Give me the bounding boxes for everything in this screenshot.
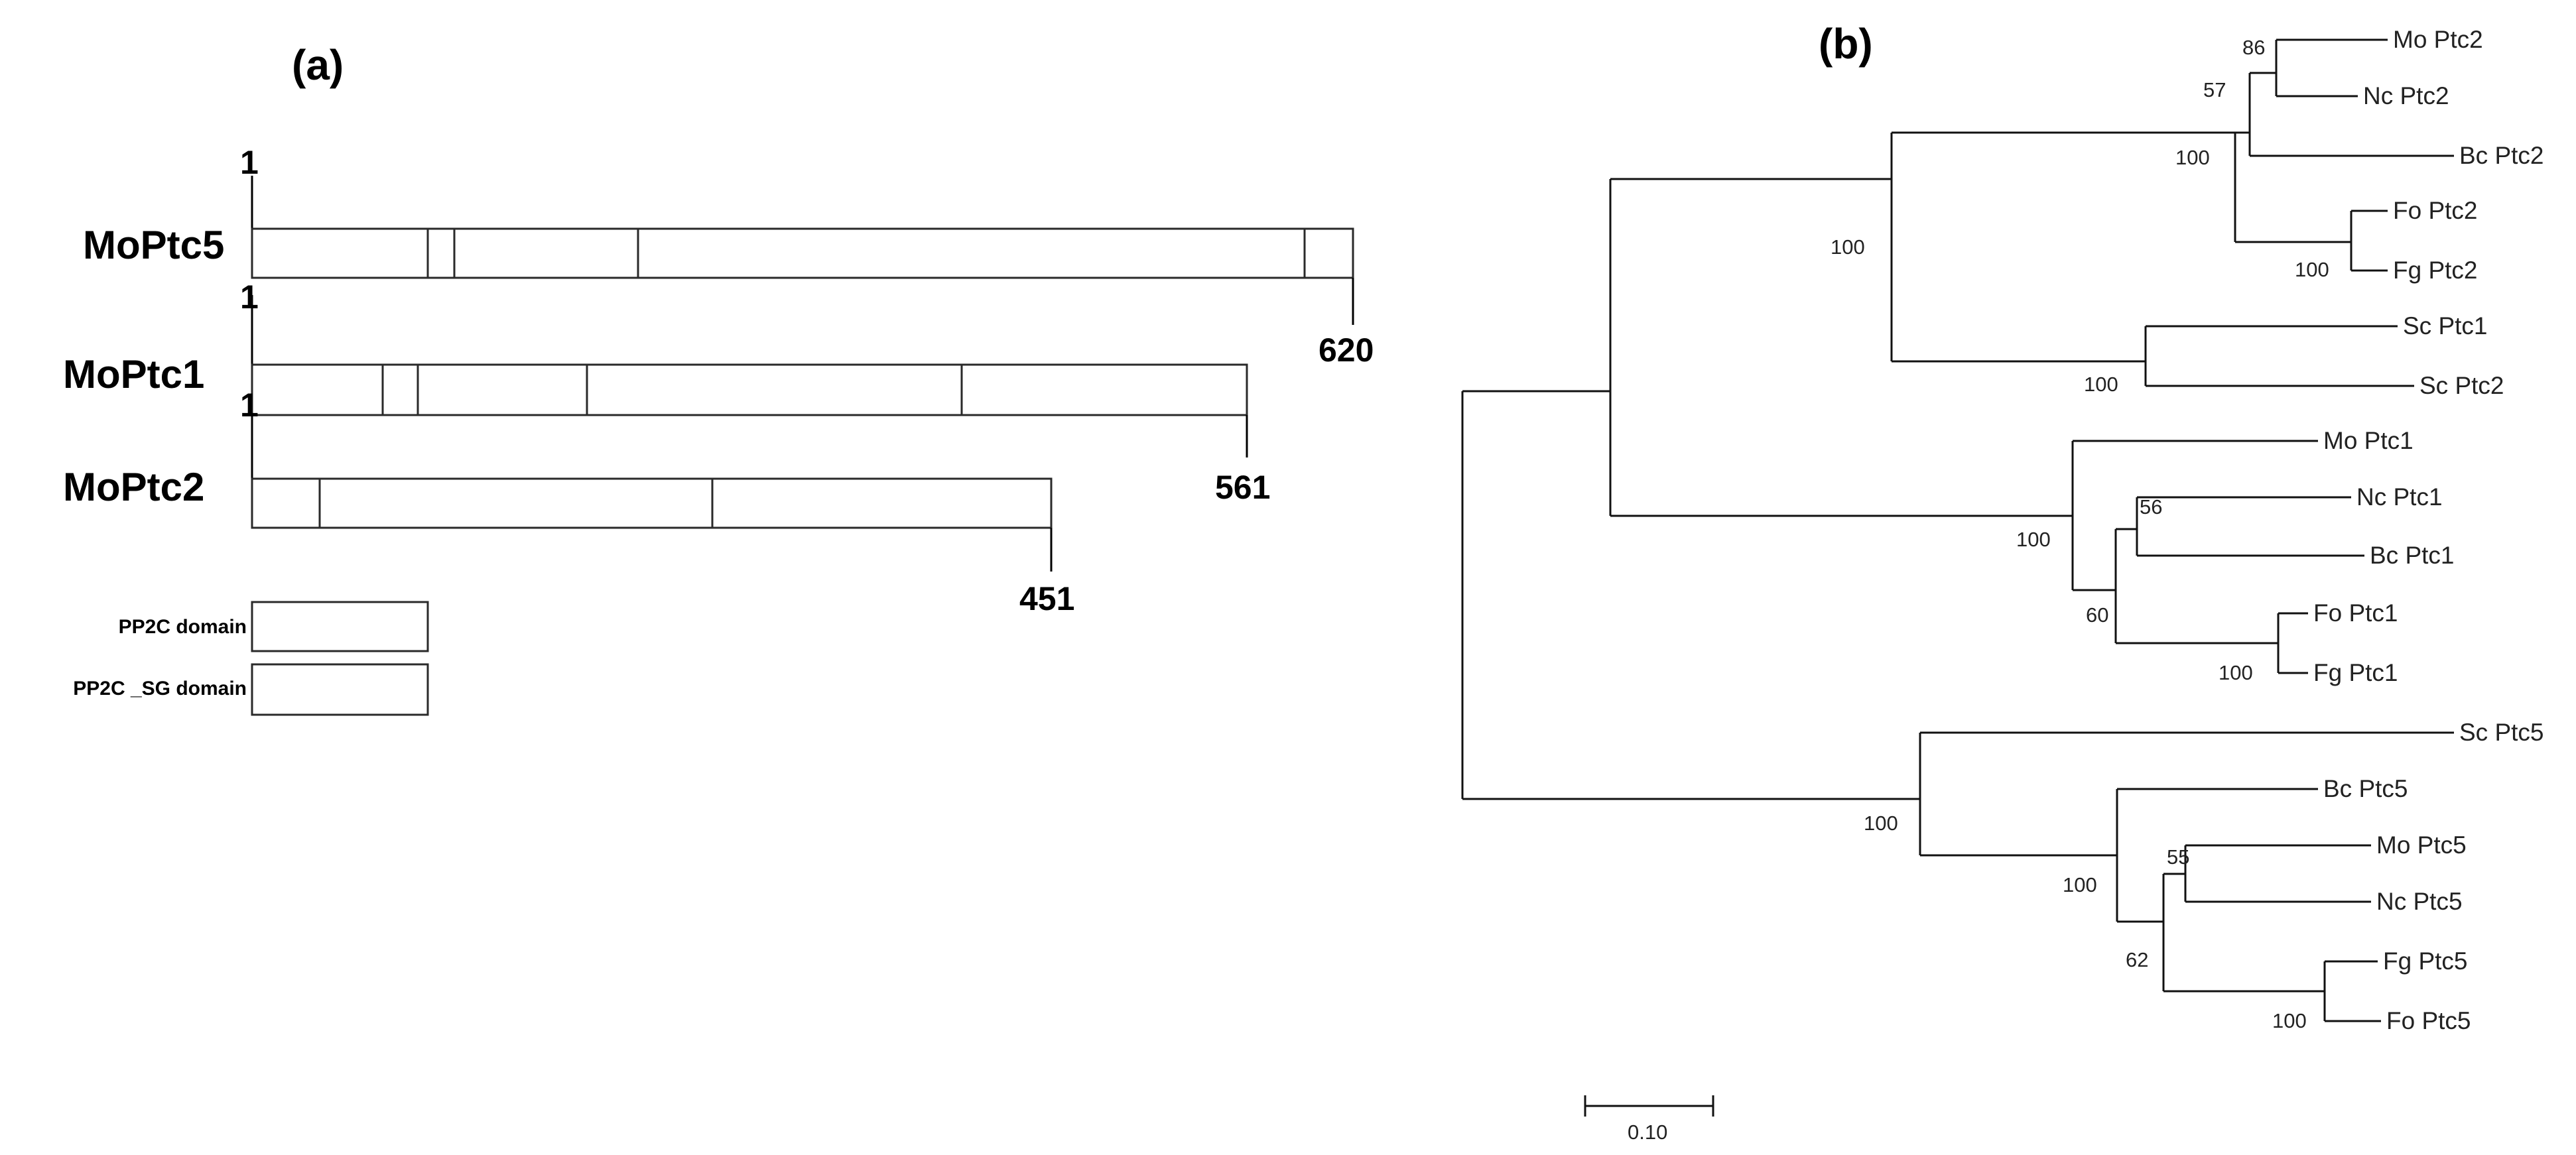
taxon-label: Fo Ptc2 (2393, 197, 2478, 224)
taxon-labels: Mo Ptc2 Nc Ptc2 Bc Ptc2 Fo Ptc2 Fg Ptc2 … (2313, 26, 2544, 1034)
taxon-label: Sc Ptc5 (2459, 719, 2544, 746)
legend-sg-label: PP2C _SG domain (73, 678, 247, 699)
pp2c-domain (637, 227, 1306, 279)
panel-b-title: (b) (1819, 20, 1873, 68)
taxon-label: Sc Ptc1 (2403, 312, 2488, 339)
taxon-label: Fg Ptc5 (2383, 947, 2468, 975)
taxon-label: Fo Ptc1 (2313, 599, 2398, 627)
taxon-label: Bc Ptc1 (2370, 542, 2455, 569)
bootstrap-value: 100 (1864, 812, 1898, 835)
protein-moptc1: MoPtc1 1 561 (63, 278, 1270, 506)
protein-moptc2: MoPtc2 1 451 (63, 387, 1074, 617)
legend-pp2c-swatch (251, 601, 429, 652)
pp2c-domain (586, 363, 963, 416)
pp2c-sg-domain (381, 363, 419, 416)
panel-b: (b) (1461, 20, 2544, 1144)
start-label: 1 (240, 387, 259, 424)
taxon-label: Mo Ptc5 (2376, 831, 2467, 859)
bootstrap-value: 100 (2295, 258, 2329, 281)
protein-backbone (251, 363, 1248, 416)
taxon-label: Nc Ptc5 (2376, 888, 2463, 915)
bootstrap-value: 62 (2126, 948, 2148, 971)
bootstrap-value: 100 (2219, 661, 2253, 684)
end-label: 451 (1019, 580, 1074, 617)
bootstrap-value: 57 (2203, 78, 2226, 101)
bootstrap-value: 60 (2086, 603, 2108, 627)
bootstrap-value: 56 (2140, 495, 2162, 518)
bootstrap-value: 100 (2063, 873, 2097, 896)
panel-a-title: (a) (292, 41, 344, 89)
bootstrap-value: 100 (2175, 146, 2210, 169)
legend: PP2C domain PP2C _SG domain (73, 601, 429, 716)
start-label: 1 (240, 278, 259, 316)
bootstrap-values: 86 57 100 100 100 100 56 100 60 100 100 … (1831, 36, 2329, 1032)
taxon-label: Mo Ptc2 (2393, 26, 2483, 53)
pp2c-sg-domain (426, 227, 456, 279)
bootstrap-value: 100 (2272, 1009, 2307, 1032)
bootstrap-value: 100 (2016, 528, 2051, 551)
tree-branches (1461, 38, 2454, 1022)
bootstrap-value: 86 (2242, 36, 2265, 59)
bootstrap-value: 55 (2167, 845, 2189, 869)
taxon-label: Sc Ptc2 (2419, 372, 2504, 399)
taxon-label: Fo Ptc5 (2386, 1007, 2471, 1034)
taxon-label: Bc Ptc2 (2459, 142, 2544, 169)
scale-bar-label: 0.10 (1628, 1121, 1667, 1144)
protein-moptc5: MoPtc5 1 620 (83, 144, 1374, 369)
end-label: 561 (1215, 469, 1270, 506)
scale-bar: 0.10 (1584, 1095, 1714, 1144)
taxon-label: Nc Ptc1 (2356, 483, 2443, 511)
legend-sg-swatch (251, 663, 429, 716)
start-label: 1 (240, 144, 259, 181)
taxon-label: Nc Ptc2 (2363, 82, 2449, 109)
taxon-label: Fg Ptc2 (2393, 257, 2478, 284)
legend-pp2c-label: PP2C domain (119, 616, 247, 638)
protein-name: MoPtc2 (63, 465, 204, 509)
protein-backbone (251, 227, 1354, 279)
taxon-label: Fg Ptc1 (2313, 659, 2398, 686)
panel-a: (a) MoPtc5 1 620 MoPtc1 1 561 MoPtc2 (63, 41, 1374, 716)
protein-backbone (251, 477, 1053, 529)
taxon-label: Mo Ptc1 (2323, 427, 2414, 454)
taxon-label: Bc Ptc5 (2323, 775, 2408, 802)
pp2c-domain (318, 477, 714, 529)
end-label: 620 (1319, 332, 1374, 369)
protein-name: MoPtc1 (63, 352, 204, 396)
bootstrap-value: 100 (2084, 373, 2118, 396)
protein-name: MoPtc5 (83, 223, 224, 267)
bootstrap-value: 100 (1831, 235, 1865, 259)
